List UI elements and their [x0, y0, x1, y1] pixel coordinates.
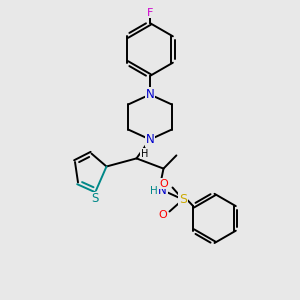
Text: N: N: [146, 133, 154, 146]
Text: N: N: [158, 184, 167, 197]
Text: N: N: [146, 88, 154, 101]
Text: H: H: [141, 149, 148, 159]
Text: S: S: [91, 192, 98, 206]
Text: S: S: [179, 193, 187, 206]
Text: O: O: [160, 179, 169, 189]
Text: O: O: [158, 209, 167, 220]
Text: H: H: [150, 185, 158, 196]
Text: F: F: [147, 8, 153, 18]
